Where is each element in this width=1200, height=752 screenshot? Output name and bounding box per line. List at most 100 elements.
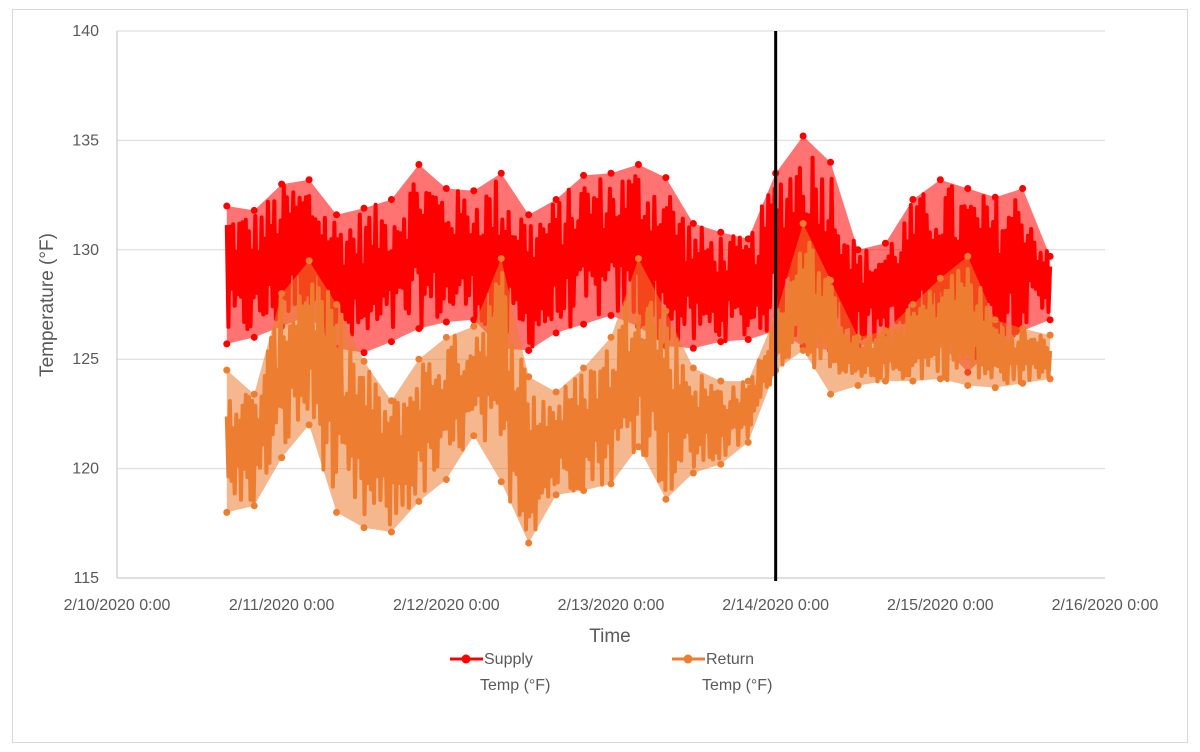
data-point-high — [415, 160, 423, 168]
data-point-high — [744, 235, 752, 243]
series-return — [223, 220, 1054, 547]
data-point-high — [991, 193, 999, 201]
data-point-high — [223, 202, 231, 210]
data-point-low — [1046, 316, 1054, 324]
legend-item: Supply Temp (°F) — [450, 651, 550, 694]
x-tick-label: 2/14/2020 0:00 — [722, 597, 829, 614]
data-point-high — [717, 228, 725, 236]
data-point-high — [387, 195, 395, 203]
data-point-low — [580, 320, 588, 328]
legend-label: Return — [706, 651, 754, 668]
data-point-high — [333, 211, 341, 219]
data-point-high — [662, 307, 670, 315]
data-point-low — [552, 491, 560, 499]
data-point-high — [717, 377, 725, 385]
x-tick-label: 2/10/2020 0:00 — [64, 597, 171, 614]
y-tick-label: 115 — [73, 570, 99, 587]
data-point-high — [964, 185, 972, 193]
y-tick-label: 140 — [72, 23, 99, 40]
series-line — [224, 155, 1053, 360]
data-point-low — [854, 381, 862, 389]
data-point-high — [607, 169, 615, 177]
data-point-low — [305, 421, 313, 429]
data-point-high — [827, 158, 835, 166]
data-point-low — [662, 495, 670, 503]
data-point-low — [333, 508, 341, 516]
data-point-low — [799, 346, 807, 354]
data-point-low — [936, 375, 944, 383]
data-point-low — [223, 340, 231, 348]
data-point-low — [250, 502, 258, 510]
legend-item: Return Temp (°F) — [672, 651, 772, 694]
y-tick-label: 125 — [72, 351, 99, 368]
data-point-high — [991, 316, 999, 324]
data-point-high — [442, 185, 450, 193]
x-tick-labels: 2/10/2020 0:00 2/11/2020 0:00 2/12/2020 0:… — [64, 597, 1159, 614]
y-axis-title: Temperature (°F) — [37, 233, 58, 377]
data-point-high — [854, 246, 862, 254]
data-point-low — [607, 311, 615, 319]
data-point-low — [470, 316, 478, 324]
data-point-low — [964, 381, 972, 389]
data-point-low — [1019, 379, 1027, 387]
data-point-high — [744, 377, 752, 385]
data-point-low — [991, 384, 999, 392]
data-point-high — [689, 364, 697, 372]
data-point-high — [360, 357, 368, 365]
data-point-high — [360, 204, 368, 212]
data-point-low — [881, 377, 889, 385]
data-point-high — [387, 397, 395, 405]
data-point-high — [854, 333, 862, 341]
series-layer — [223, 132, 1054, 547]
legend: Supply Temp (°F) Return Temp (°F) — [450, 651, 772, 694]
data-point-low — [415, 497, 423, 505]
data-point-low — [223, 508, 231, 516]
data-point-high — [415, 355, 423, 363]
data-point-low — [580, 486, 588, 494]
data-point-high — [223, 366, 231, 374]
data-point-high — [525, 373, 533, 381]
data-point-low — [827, 390, 835, 398]
data-point-high — [881, 239, 889, 247]
data-point-high — [827, 276, 835, 284]
data-point-high — [881, 327, 889, 335]
x-tick-label: 2/13/2020 0:00 — [558, 597, 665, 614]
data-point-high — [442, 333, 450, 341]
data-point-high — [964, 252, 972, 260]
data-point-low — [607, 480, 615, 488]
data-point-high — [1046, 331, 1054, 339]
data-point-high — [607, 333, 615, 341]
data-point-high — [580, 171, 588, 179]
data-point-high — [250, 206, 258, 214]
data-point-high — [305, 176, 313, 184]
data-point-high — [525, 211, 533, 219]
data-point-low — [442, 318, 450, 326]
data-point-low — [525, 346, 533, 354]
data-point-low — [689, 469, 697, 477]
x-tick-label: 2/15/2020 0:00 — [887, 597, 994, 614]
data-point-low — [717, 338, 725, 346]
data-point-high — [936, 176, 944, 184]
data-point-high — [1046, 252, 1054, 260]
legend-label: Temp (°F) — [702, 677, 772, 694]
data-point-low — [634, 443, 642, 451]
data-point-high — [634, 160, 642, 168]
data-point-high — [278, 290, 286, 298]
data-point-low — [442, 476, 450, 484]
x-tick-label: 2/16/2020 0:00 — [1052, 597, 1159, 614]
data-point-high — [1019, 185, 1027, 193]
data-point-high — [634, 255, 642, 263]
data-point-high — [936, 274, 944, 282]
x-tick-label: 2/12/2020 0:00 — [393, 597, 500, 614]
data-point-low — [909, 377, 917, 385]
y-tick-labels: 115 120 125 130 135 140 — [72, 23, 99, 587]
y-tick-label: 130 — [72, 242, 99, 259]
data-point-low — [744, 438, 752, 446]
data-point-low — [360, 349, 368, 357]
data-point-low — [1046, 375, 1054, 383]
data-point-low — [278, 454, 286, 462]
data-point-high — [909, 195, 917, 203]
x-tick-label: 2/11/2020 0:00 — [229, 597, 335, 614]
data-point-low — [415, 325, 423, 333]
